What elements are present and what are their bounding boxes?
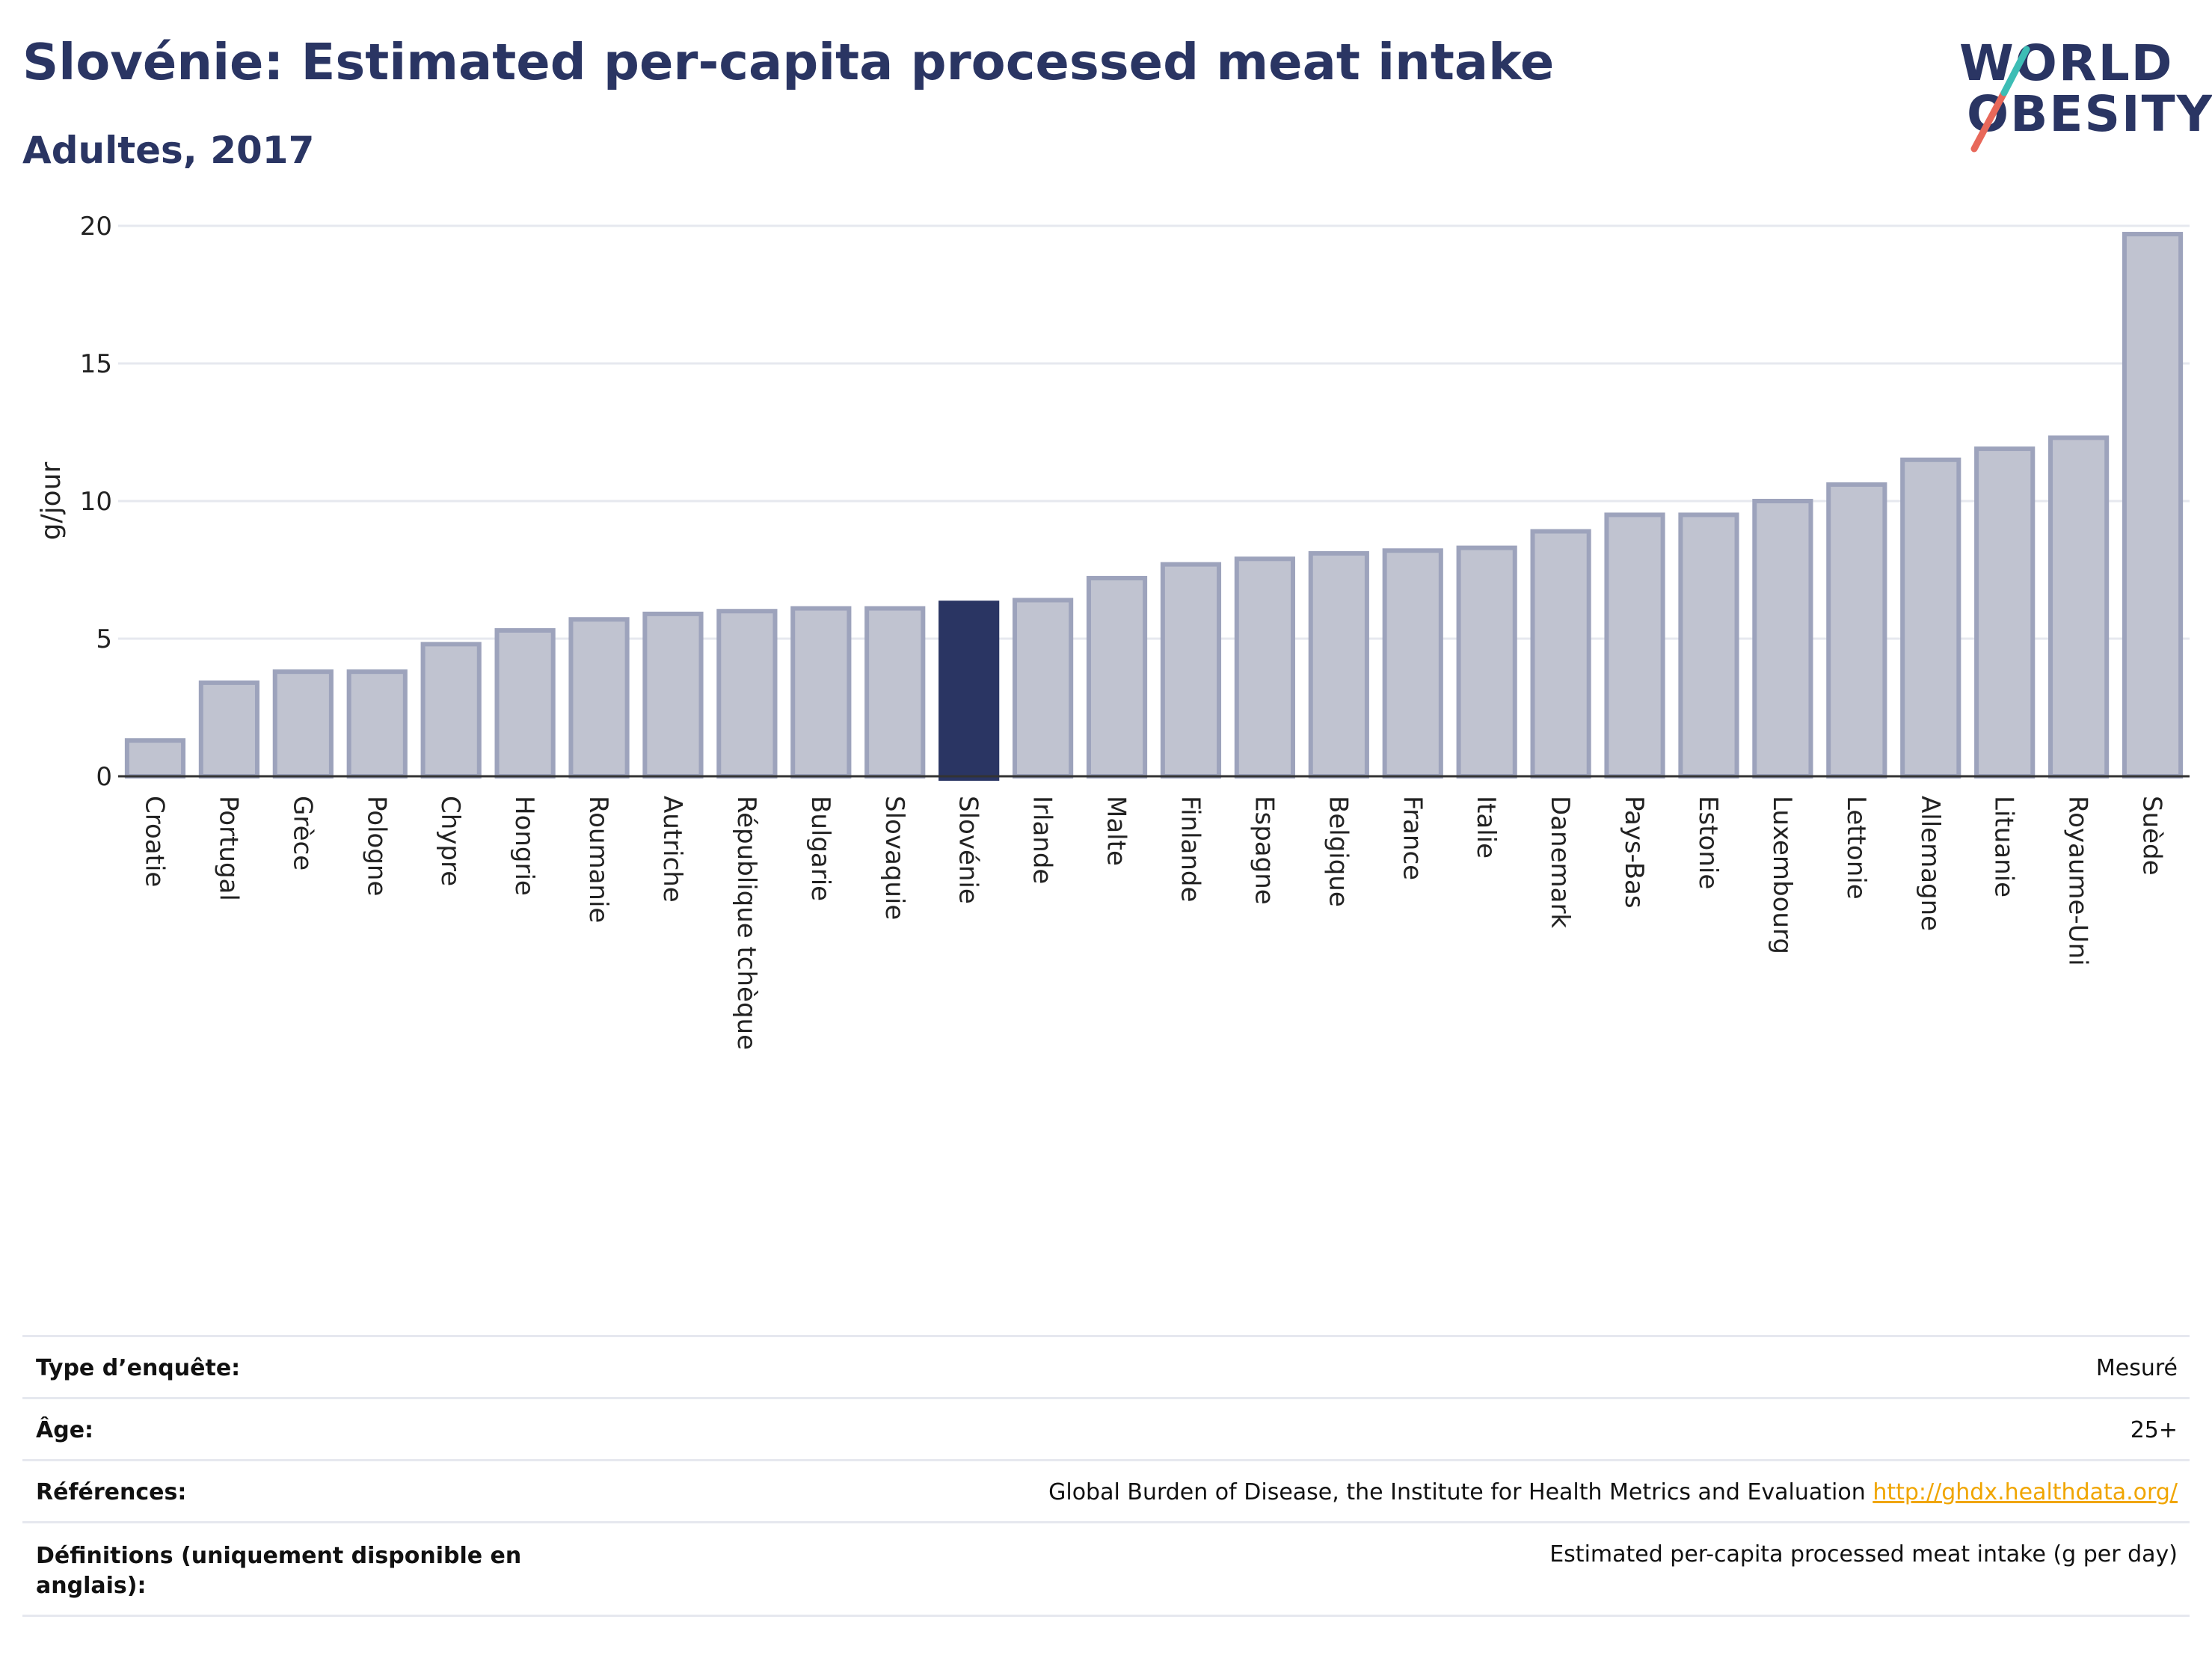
- references-link[interactable]: http://ghdx.healthdata.org/: [1872, 1479, 2178, 1505]
- x-tick-label: Luxembourg: [1767, 796, 1797, 954]
- x-tick-label: Bulgarie: [805, 796, 835, 901]
- x-tick-label: Finlande: [1175, 796, 1205, 902]
- info-row-definitions: Définitions (uniquement disponible en an…: [22, 1521, 2190, 1617]
- bar[interactable]: [272, 669, 334, 779]
- y-tick-label: 20: [80, 212, 112, 242]
- bar[interactable]: [1234, 556, 1295, 779]
- info-value-survey: Mesuré: [2095, 1355, 2178, 1381]
- x-tick-label: Pays-Bas: [1619, 796, 1649, 909]
- info-table: Type d’enquête: Mesuré Âge: 25+ Référenc…: [22, 1335, 2190, 1617]
- x-tick-label: Slovaquie: [879, 796, 909, 920]
- x-tick-label: Portugal: [213, 796, 243, 901]
- x-tick-label: République tchèque: [731, 796, 761, 1050]
- bar[interactable]: [198, 680, 259, 779]
- x-tick-label: Lituanie: [1989, 796, 2019, 897]
- x-tick-label: Danemark: [1545, 796, 1575, 928]
- info-label-references: Références:: [36, 1479, 187, 1505]
- info-label-survey: Type d’enquête:: [36, 1355, 241, 1381]
- info-row-references: Références: Global Burden of Disease, th…: [22, 1459, 2190, 1521]
- bar[interactable]: [790, 606, 852, 779]
- bar-chart: 0 5 10 15 20 g/jour Croatie Portugal Grèce Pologn…: [36, 212, 2190, 1050]
- bar[interactable]: [2048, 435, 2110, 779]
- x-tick-label: Malte: [1102, 796, 1131, 866]
- bar[interactable]: [1382, 548, 1443, 779]
- y-axis-label: g/jour: [36, 461, 67, 540]
- bar[interactable]: [568, 617, 630, 779]
- bar[interactable]: [1826, 482, 1887, 779]
- x-tick-label: Espagne: [1249, 796, 1279, 905]
- x-tick-label: Roumanie: [583, 796, 613, 923]
- x-tick-label: Pologne: [361, 796, 391, 896]
- x-tick-label: Croatie: [139, 796, 169, 887]
- x-tick-label: Chypre: [435, 796, 465, 886]
- info-row-age: Âge: 25+: [22, 1397, 2190, 1459]
- bar[interactable]: [938, 601, 1000, 781]
- info-value-definitions: Estimated per-capita processed meat inta…: [1549, 1541, 2178, 1568]
- x-tick-label: Belgique: [1323, 796, 1353, 907]
- info-value-age: 25+: [2130, 1417, 2178, 1443]
- bar[interactable]: [124, 738, 186, 779]
- y-tick-label: 10: [80, 487, 112, 517]
- references-text: Global Burden of Disease, the Institute …: [1048, 1479, 1866, 1505]
- x-tick-label: France: [1397, 796, 1427, 880]
- x-tick-label: Slovénie: [953, 796, 983, 904]
- logo-slash-icon: [1970, 46, 2030, 153]
- logo-line2: OBESITY: [1967, 85, 2212, 143]
- info-value-references: Global Burden of Disease, the Institute …: [1048, 1479, 2178, 1505]
- x-tick-label: Italie: [1471, 796, 1501, 859]
- info-label-age: Âge:: [36, 1417, 94, 1443]
- bar[interactable]: [1160, 562, 1222, 779]
- y-tick-label: 5: [96, 624, 112, 654]
- bar[interactable]: [1308, 550, 1369, 779]
- x-tick-label: Royaume-Uni: [2063, 796, 2093, 966]
- bar[interactable]: [1530, 529, 1591, 779]
- x-tick-label: Autriche: [657, 796, 687, 903]
- info-row-survey: Type d’enquête: Mesuré: [22, 1335, 2190, 1397]
- bar[interactable]: [1752, 499, 1813, 779]
- x-tick-label: Estonie: [1693, 796, 1723, 889]
- x-tick-label: Hongrie: [509, 796, 539, 896]
- bar[interactable]: [1013, 598, 1074, 779]
- bar[interactable]: [1456, 545, 1517, 779]
- page-subtitle: Adultes, 2017: [22, 129, 315, 172]
- x-tick-label: Grèce: [287, 796, 317, 871]
- x-tick-label: Suède: [2137, 796, 2167, 876]
- bar[interactable]: [494, 627, 556, 779]
- bar[interactable]: [864, 606, 926, 779]
- x-tick-label: Allemagne: [1915, 796, 1945, 931]
- info-label-definitions: Définitions (uniquement disponible en an…: [36, 1543, 522, 1599]
- bar[interactable]: [420, 642, 482, 779]
- logo-line1: WORLD: [1959, 34, 2174, 92]
- bar[interactable]: [1678, 512, 1739, 779]
- bar[interactable]: [2122, 232, 2184, 779]
- bar[interactable]: [346, 669, 408, 779]
- y-tick-label: 0: [96, 762, 112, 792]
- y-tick-label: 15: [80, 349, 112, 379]
- bar[interactable]: [1086, 576, 1148, 779]
- bar[interactable]: [1974, 446, 2036, 779]
- bar[interactable]: [1604, 512, 1665, 779]
- world-obesity-logo: WORLD OBESITY: [1944, 33, 2212, 168]
- x-tick-label: Lettonie: [1841, 796, 1871, 900]
- bar[interactable]: [716, 609, 778, 779]
- bar[interactable]: [1900, 457, 1961, 779]
- bar[interactable]: [642, 611, 704, 779]
- x-tick-label: Irlande: [1027, 796, 1057, 884]
- page-title: Slovénie: Estimated per-capita processed…: [22, 33, 1555, 91]
